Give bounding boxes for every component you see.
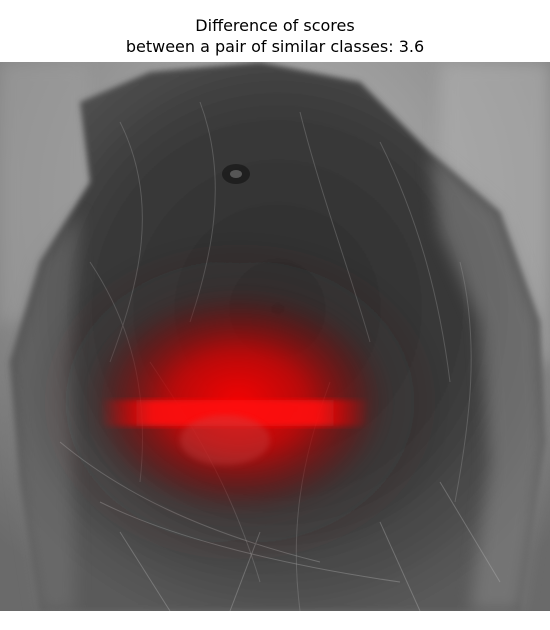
- title-line-1: Difference of scores: [195, 16, 355, 35]
- title-line-2: between a pair of similar classes: 3.6: [125, 37, 425, 56]
- figure-title: Difference of scores between a pair of s…: [0, 15, 550, 57]
- photo-with-heatmap: [0, 62, 550, 611]
- saliency-image: [0, 62, 550, 611]
